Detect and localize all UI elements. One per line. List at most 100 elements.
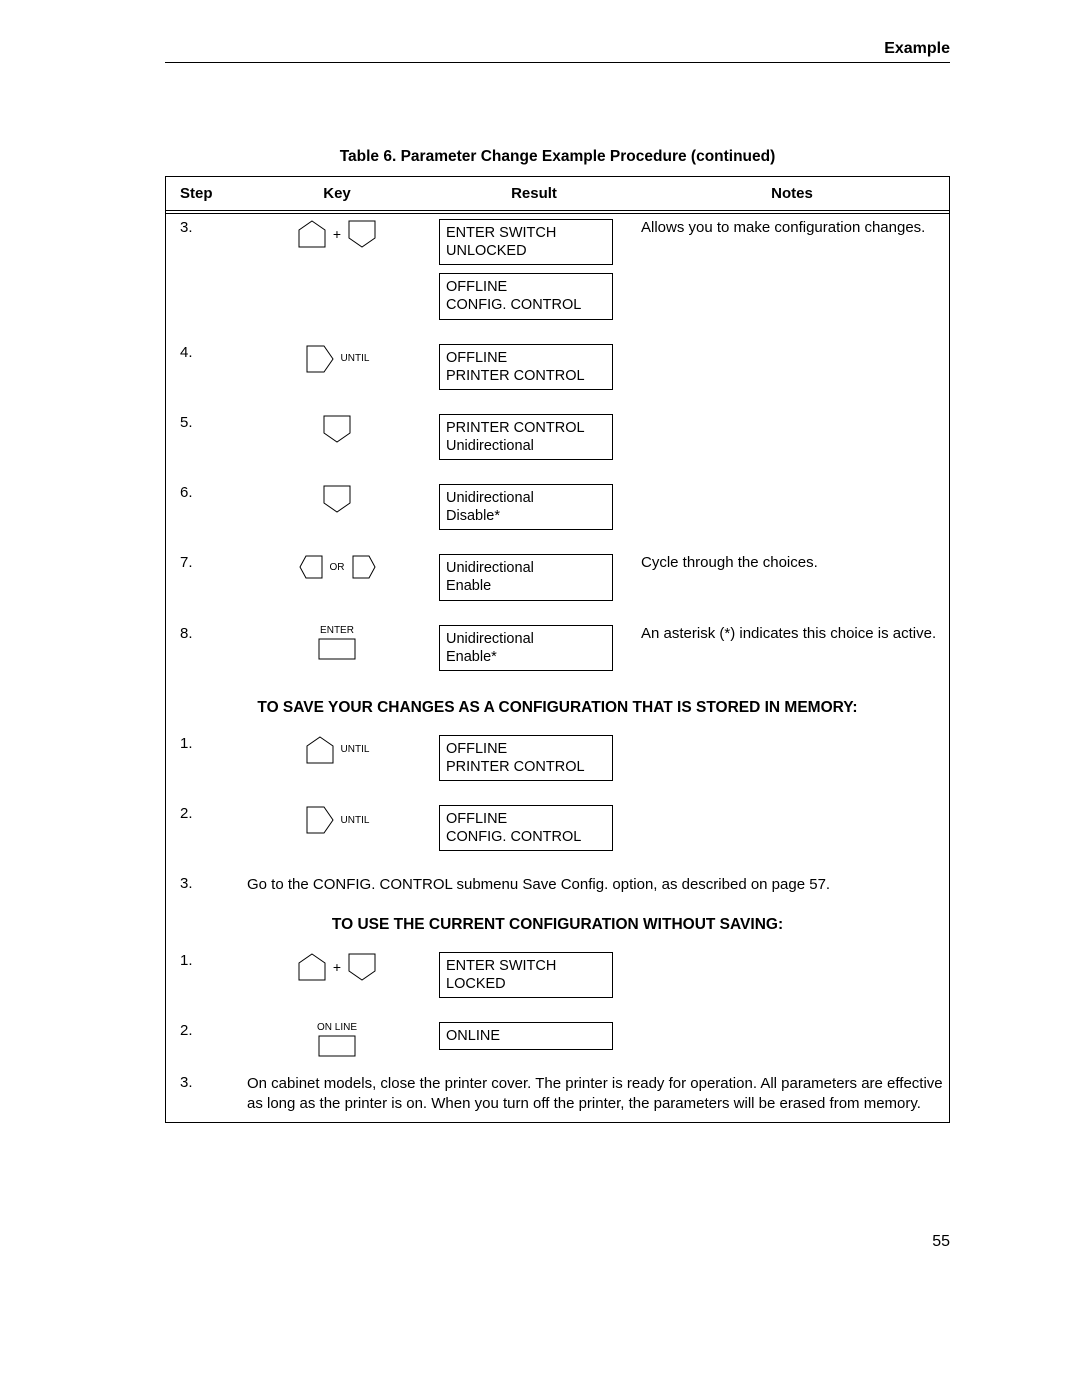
key-annotation: ENTER	[247, 625, 427, 636]
step-number: 3.	[166, 867, 242, 903]
down-key-icon	[347, 952, 377, 982]
notes-cell: An asterisk (*) indicates this choice is…	[635, 617, 950, 687]
online-key-icon	[318, 1035, 356, 1057]
notes-cell	[635, 944, 950, 1014]
table-row: 3. On cabinet models, close the printer …	[166, 1066, 950, 1123]
col-header-result: Result	[433, 177, 635, 211]
result-line: Unidirectional	[446, 559, 606, 577]
key-annotation: UNTIL	[341, 815, 370, 826]
key-cell	[241, 476, 433, 546]
result-line: ONLINE	[446, 1027, 606, 1045]
key-cell: UNTIL	[241, 727, 433, 797]
result-cell: PRINTER CONTROL Unidirectional	[433, 406, 635, 476]
enter-key-icon	[318, 638, 356, 660]
result-box: ENTER SWITCH LOCKED	[439, 952, 613, 998]
step-number: 1.	[166, 944, 242, 1014]
section-header-row: TO SAVE YOUR CHANGES AS A CONFIGURATION …	[166, 687, 950, 727]
table-row: 5. PRINTER CONTROL Unidirectional	[166, 406, 950, 476]
notes-cell	[635, 406, 950, 476]
result-box: ENTER SWITCH UNLOCKED	[439, 219, 613, 265]
step-text: Go to the CONFIG. CONTROL submenu Save C…	[241, 867, 950, 903]
result-line: OFFLINE	[446, 740, 606, 758]
notes-cell	[635, 336, 950, 406]
result-box: Unidirectional Enable	[439, 554, 613, 600]
result-box: OFFLINE PRINTER CONTROL	[439, 344, 613, 390]
key-cell: ENTER	[241, 617, 433, 687]
plus-sign: +	[333, 959, 341, 975]
section-header: TO SAVE YOUR CHANGES AS A CONFIGURATION …	[166, 687, 950, 727]
col-header-notes: Notes	[635, 177, 950, 211]
header-rule	[165, 62, 950, 63]
up-key-icon	[297, 219, 327, 249]
table-row: 3. Go to the CONFIG. CONTROL submenu Sav…	[166, 867, 950, 903]
result-cell: ONLINE	[433, 1014, 635, 1066]
result-cell: ENTER SWITCH LOCKED	[433, 944, 635, 1014]
page-number: 55	[165, 1233, 950, 1251]
table-row: 6. Unidirectional Disable*	[166, 476, 950, 546]
up-key-icon	[297, 952, 327, 982]
result-cell: Unidirectional Disable*	[433, 476, 635, 546]
key-cell: UNTIL	[241, 797, 433, 867]
key-cell: +	[241, 944, 433, 1014]
notes-cell: Allows you to make configuration changes…	[635, 211, 950, 336]
table-row: 3. + ENTER SWITCH UNLOCKED OFFLINE CONFI…	[166, 211, 950, 336]
result-box: OFFLINE PRINTER CONTROL	[439, 735, 613, 781]
result-box: Unidirectional Enable*	[439, 625, 613, 671]
result-box: OFFLINE CONFIG. CONTROL	[439, 273, 613, 319]
notes-cell: Cycle through the choices.	[635, 546, 950, 616]
result-line: OFFLINE	[446, 349, 606, 367]
result-cell: OFFLINE PRINTER CONTROL	[433, 336, 635, 406]
result-line: Unidirectional	[446, 437, 606, 455]
key-cell: ON LINE	[241, 1014, 433, 1066]
key-annotation: ON LINE	[247, 1022, 427, 1033]
result-line: Enable	[446, 577, 606, 595]
notes-cell	[635, 476, 950, 546]
result-line: UNLOCKED	[446, 242, 606, 260]
step-number: 2.	[166, 1014, 242, 1066]
result-cell: OFFLINE PRINTER CONTROL	[433, 727, 635, 797]
step-number: 5.	[166, 406, 242, 476]
key-cell: OR	[241, 546, 433, 616]
down-key-icon	[347, 219, 377, 249]
section-header-row: TO USE THE CURRENT CONFIGURATION WITHOUT…	[166, 904, 950, 944]
result-box: OFFLINE CONFIG. CONTROL	[439, 805, 613, 851]
table-header-row: Step Key Result Notes	[166, 177, 950, 211]
key-cell	[241, 406, 433, 476]
plus-sign: +	[333, 226, 341, 242]
notes-cell	[635, 797, 950, 867]
notes-cell	[635, 1014, 950, 1066]
key-cell: +	[241, 211, 433, 336]
step-number: 8.	[166, 617, 242, 687]
step-number: 3.	[166, 1066, 242, 1123]
table-row: 8. ENTER Unidirectional Enable* An aster…	[166, 617, 950, 687]
result-box: ONLINE	[439, 1022, 613, 1050]
result-box: Unidirectional Disable*	[439, 484, 613, 530]
result-line: Enable*	[446, 648, 606, 666]
col-header-step: Step	[166, 177, 242, 211]
result-box: PRINTER CONTROL Unidirectional	[439, 414, 613, 460]
up-key-icon	[305, 735, 335, 765]
right-key-icon	[305, 344, 335, 374]
table-row: 1. + ENTER SWITCH LOCKED	[166, 944, 950, 1014]
col-header-key: Key	[241, 177, 433, 211]
step-number: 1.	[166, 727, 242, 797]
key-annotation: UNTIL	[341, 744, 370, 755]
key-annotation: UNTIL	[341, 353, 370, 364]
step-number: 7.	[166, 546, 242, 616]
result-cell: Unidirectional Enable*	[433, 617, 635, 687]
result-cell: Unidirectional Enable	[433, 546, 635, 616]
result-line: OFFLINE	[446, 278, 606, 296]
step-number: 2.	[166, 797, 242, 867]
result-line: CONFIG. CONTROL	[446, 296, 606, 314]
page-header-label: Example	[165, 40, 950, 58]
step-number: 4.	[166, 336, 242, 406]
down-key-icon	[322, 484, 352, 514]
result-cell: OFFLINE CONFIG. CONTROL	[433, 797, 635, 867]
result-line: CONFIG. CONTROL	[446, 828, 606, 846]
result-line: PRINTER CONTROL	[446, 419, 606, 437]
left-key-icon	[298, 554, 324, 580]
section-header: TO USE THE CURRENT CONFIGURATION WITHOUT…	[166, 904, 950, 944]
table-row: 2. UNTIL OFFLINE CONFIG. CONTROL	[166, 797, 950, 867]
table-row: 4. UNTIL OFFLINE PRINTER CONTROL	[166, 336, 950, 406]
result-line: Unidirectional	[446, 489, 606, 507]
